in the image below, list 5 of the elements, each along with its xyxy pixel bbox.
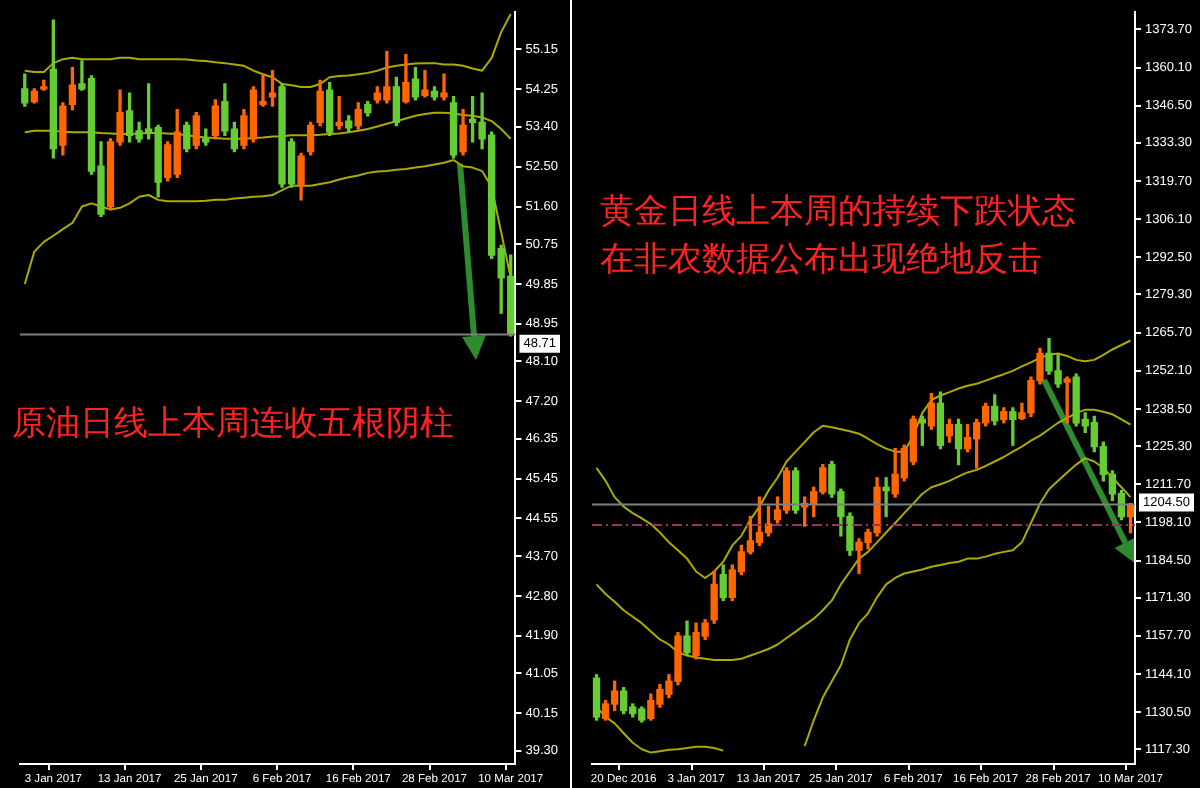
annotation: 黄金日线上本周的持续下跌状态 xyxy=(600,190,1076,236)
candlestick xyxy=(882,477,890,518)
candlestick xyxy=(1063,376,1071,424)
annotation: 原油日线上本周连收五根阴柱 xyxy=(12,402,454,448)
annotation: 在非农数据公布出现绝地反击 xyxy=(600,238,1044,284)
